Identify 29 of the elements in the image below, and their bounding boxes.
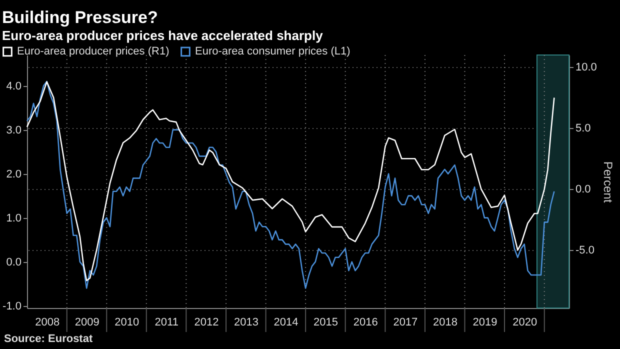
chart-subtitle: Euro-area producer prices have accelerated sharply xyxy=(2,28,324,43)
y-tick-label: 3.0 xyxy=(6,124,22,136)
x-tick-label: 2016 xyxy=(353,316,378,328)
x-tick-label: 2015 xyxy=(314,316,338,328)
x-tick-label: 2010 xyxy=(114,316,140,328)
x-tick-label: 2020 xyxy=(512,316,538,328)
x-tick-label: 2012 xyxy=(194,316,219,328)
y-tick-label: 4.0 xyxy=(6,80,22,92)
y2-tick-label: 5.0 xyxy=(576,122,591,135)
y2-tick-label: 0.0 xyxy=(576,184,591,196)
x-tick-label: 2018 xyxy=(432,316,458,328)
legend-label: Euro-area consumer prices (L1) xyxy=(195,46,350,58)
y-tick-label: 2.0 xyxy=(6,168,22,180)
x-tick-label: 2013 xyxy=(234,316,259,328)
chart-title: Building Pressure? xyxy=(2,8,158,27)
y-tick-label: 1.0 xyxy=(6,212,22,224)
legend-label: Euro-area producer prices (R1) xyxy=(17,46,170,58)
source-note: Source: Eurostat xyxy=(4,333,93,345)
y2-tick-label: 10.0 xyxy=(576,62,597,74)
y-tick-label: 0.0 xyxy=(6,256,22,268)
x-tick-label: 2009 xyxy=(74,316,100,328)
x-tick-label: 2014 xyxy=(274,316,298,328)
y2-axis-title: Percent xyxy=(600,161,615,204)
y-tick-label: -1.0 xyxy=(2,300,22,312)
x-tick-label: 2019 xyxy=(472,316,498,328)
x-tick-label: 2011 xyxy=(154,316,178,328)
y2-tick-label: -5.0 xyxy=(576,244,594,257)
x-tick-label: 2008 xyxy=(35,316,60,328)
x-tick-label: 2017 xyxy=(393,316,418,328)
